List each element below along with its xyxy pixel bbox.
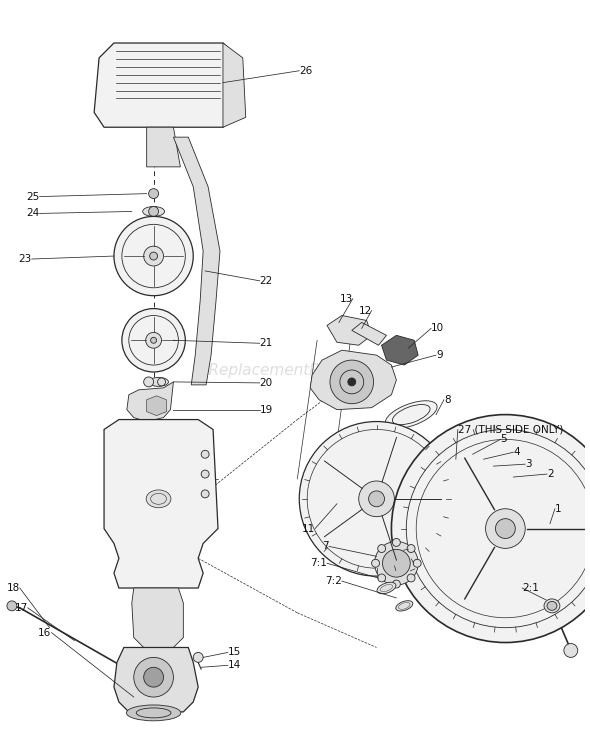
- Circle shape: [486, 509, 525, 548]
- Text: 21: 21: [260, 338, 273, 348]
- Circle shape: [372, 559, 379, 567]
- Text: 2:1: 2:1: [522, 583, 539, 593]
- Polygon shape: [114, 647, 198, 712]
- Text: 19: 19: [260, 405, 273, 415]
- Text: 8: 8: [444, 395, 451, 405]
- Circle shape: [375, 542, 418, 585]
- Text: 17: 17: [15, 603, 28, 613]
- Polygon shape: [147, 127, 181, 167]
- Circle shape: [122, 308, 185, 372]
- Circle shape: [413, 559, 421, 567]
- Circle shape: [149, 207, 159, 216]
- Circle shape: [201, 450, 209, 458]
- Text: 7:1: 7:1: [310, 558, 327, 568]
- Circle shape: [144, 377, 153, 387]
- Text: 15: 15: [228, 647, 241, 658]
- Ellipse shape: [396, 600, 413, 611]
- Text: 14: 14: [228, 661, 241, 670]
- Ellipse shape: [149, 377, 169, 386]
- Ellipse shape: [452, 454, 464, 470]
- Circle shape: [144, 667, 163, 687]
- Circle shape: [359, 481, 394, 516]
- Polygon shape: [94, 43, 242, 127]
- Polygon shape: [173, 137, 220, 385]
- Text: 22: 22: [260, 276, 273, 286]
- Polygon shape: [382, 335, 418, 365]
- Text: 4: 4: [513, 447, 520, 457]
- Polygon shape: [327, 316, 372, 345]
- Circle shape: [392, 580, 401, 588]
- Ellipse shape: [385, 400, 437, 429]
- Polygon shape: [132, 588, 183, 647]
- Circle shape: [201, 490, 209, 498]
- Text: 1: 1: [555, 504, 562, 513]
- Text: 7:2: 7:2: [325, 576, 342, 586]
- Text: 13: 13: [339, 293, 353, 304]
- Circle shape: [564, 643, 578, 658]
- Text: 3: 3: [525, 459, 532, 469]
- Circle shape: [407, 545, 415, 553]
- Text: 26: 26: [299, 65, 313, 76]
- Text: 23: 23: [18, 254, 32, 264]
- Text: 2: 2: [547, 469, 553, 479]
- Text: 27 (THIS SIDE ONLY): 27 (THIS SIDE ONLY): [458, 424, 563, 435]
- Polygon shape: [352, 322, 386, 345]
- Ellipse shape: [468, 462, 483, 482]
- Circle shape: [330, 360, 373, 403]
- Text: 11: 11: [302, 524, 315, 533]
- Circle shape: [378, 574, 386, 582]
- Ellipse shape: [544, 599, 560, 613]
- Circle shape: [144, 246, 163, 266]
- Circle shape: [392, 539, 401, 546]
- Circle shape: [146, 332, 162, 348]
- Text: 18: 18: [6, 583, 20, 593]
- Circle shape: [114, 216, 194, 296]
- Text: 24: 24: [27, 209, 40, 218]
- Ellipse shape: [460, 459, 472, 476]
- Circle shape: [150, 252, 158, 260]
- Polygon shape: [104, 420, 218, 588]
- Circle shape: [382, 549, 410, 577]
- Circle shape: [149, 189, 159, 198]
- Text: 10: 10: [431, 323, 444, 334]
- Circle shape: [378, 545, 386, 553]
- Polygon shape: [223, 43, 246, 127]
- Polygon shape: [127, 382, 173, 421]
- Text: 25: 25: [27, 192, 40, 201]
- Circle shape: [407, 429, 590, 628]
- Ellipse shape: [143, 207, 165, 216]
- Ellipse shape: [475, 459, 500, 499]
- Ellipse shape: [126, 705, 181, 721]
- Circle shape: [134, 658, 173, 697]
- Circle shape: [391, 415, 590, 643]
- Ellipse shape: [377, 583, 396, 594]
- Circle shape: [299, 421, 454, 576]
- Circle shape: [496, 519, 515, 539]
- Text: 16: 16: [38, 628, 51, 637]
- Polygon shape: [147, 396, 166, 415]
- Text: 7: 7: [322, 542, 329, 551]
- Circle shape: [194, 652, 203, 662]
- Text: 5: 5: [500, 435, 507, 444]
- Polygon shape: [310, 350, 396, 409]
- Ellipse shape: [441, 448, 454, 466]
- Circle shape: [348, 378, 356, 386]
- Ellipse shape: [146, 490, 171, 507]
- Circle shape: [150, 337, 156, 343]
- Circle shape: [158, 378, 165, 386]
- Text: eReplacementParts.com: eReplacementParts.com: [199, 363, 386, 377]
- Text: 20: 20: [260, 378, 273, 388]
- Circle shape: [201, 470, 209, 478]
- Circle shape: [369, 491, 385, 507]
- Circle shape: [7, 601, 17, 611]
- Ellipse shape: [547, 601, 557, 610]
- Text: 12: 12: [358, 305, 372, 316]
- Text: 9: 9: [436, 350, 442, 360]
- Circle shape: [407, 574, 415, 582]
